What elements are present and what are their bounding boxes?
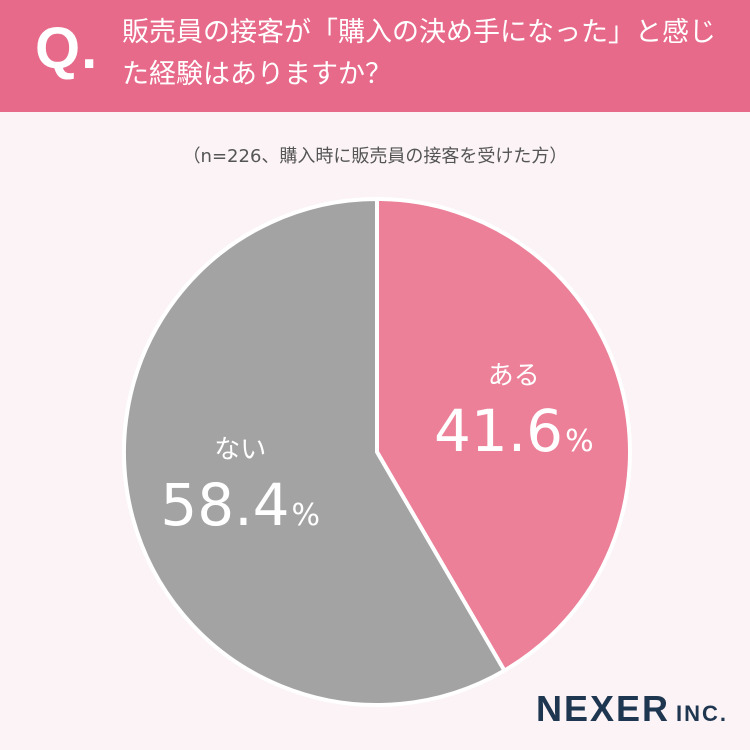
pie-slice-nai [122, 197, 507, 707]
slice-name: ない [214, 434, 267, 465]
slice-value: 58.4 [160, 470, 290, 539]
sample-note: （n=226、購入時に販売員の接客を受けた方） [182, 146, 568, 167]
percent-unit: % [565, 424, 594, 460]
percent-unit: % [291, 497, 321, 533]
pie-slice-aru [375, 197, 632, 673]
question-banner: Q. 販売員の接客が「購入の決め手になった」と感じた経験はありますか？ [0, 0, 750, 112]
logo-name: NEXER [535, 688, 670, 729]
question-text: 販売員の接客が「購入の決め手になった」と感じた経験はありますか？ [122, 17, 716, 90]
slice-percent: 41.6% [384, 396, 644, 477]
slice-label-aru: ある 41.6% [384, 360, 644, 477]
question-mark-label: Q. [35, 16, 99, 81]
logo-suffix: INC. [676, 701, 728, 726]
slice-value: 41.6 [433, 397, 564, 466]
slice-percent: 58.4% [110, 470, 370, 551]
slice-name: ある [487, 361, 540, 392]
slice-label-nai: ない 58.4% [110, 434, 370, 551]
nexer-logo: NEXER INC. [536, 688, 728, 730]
